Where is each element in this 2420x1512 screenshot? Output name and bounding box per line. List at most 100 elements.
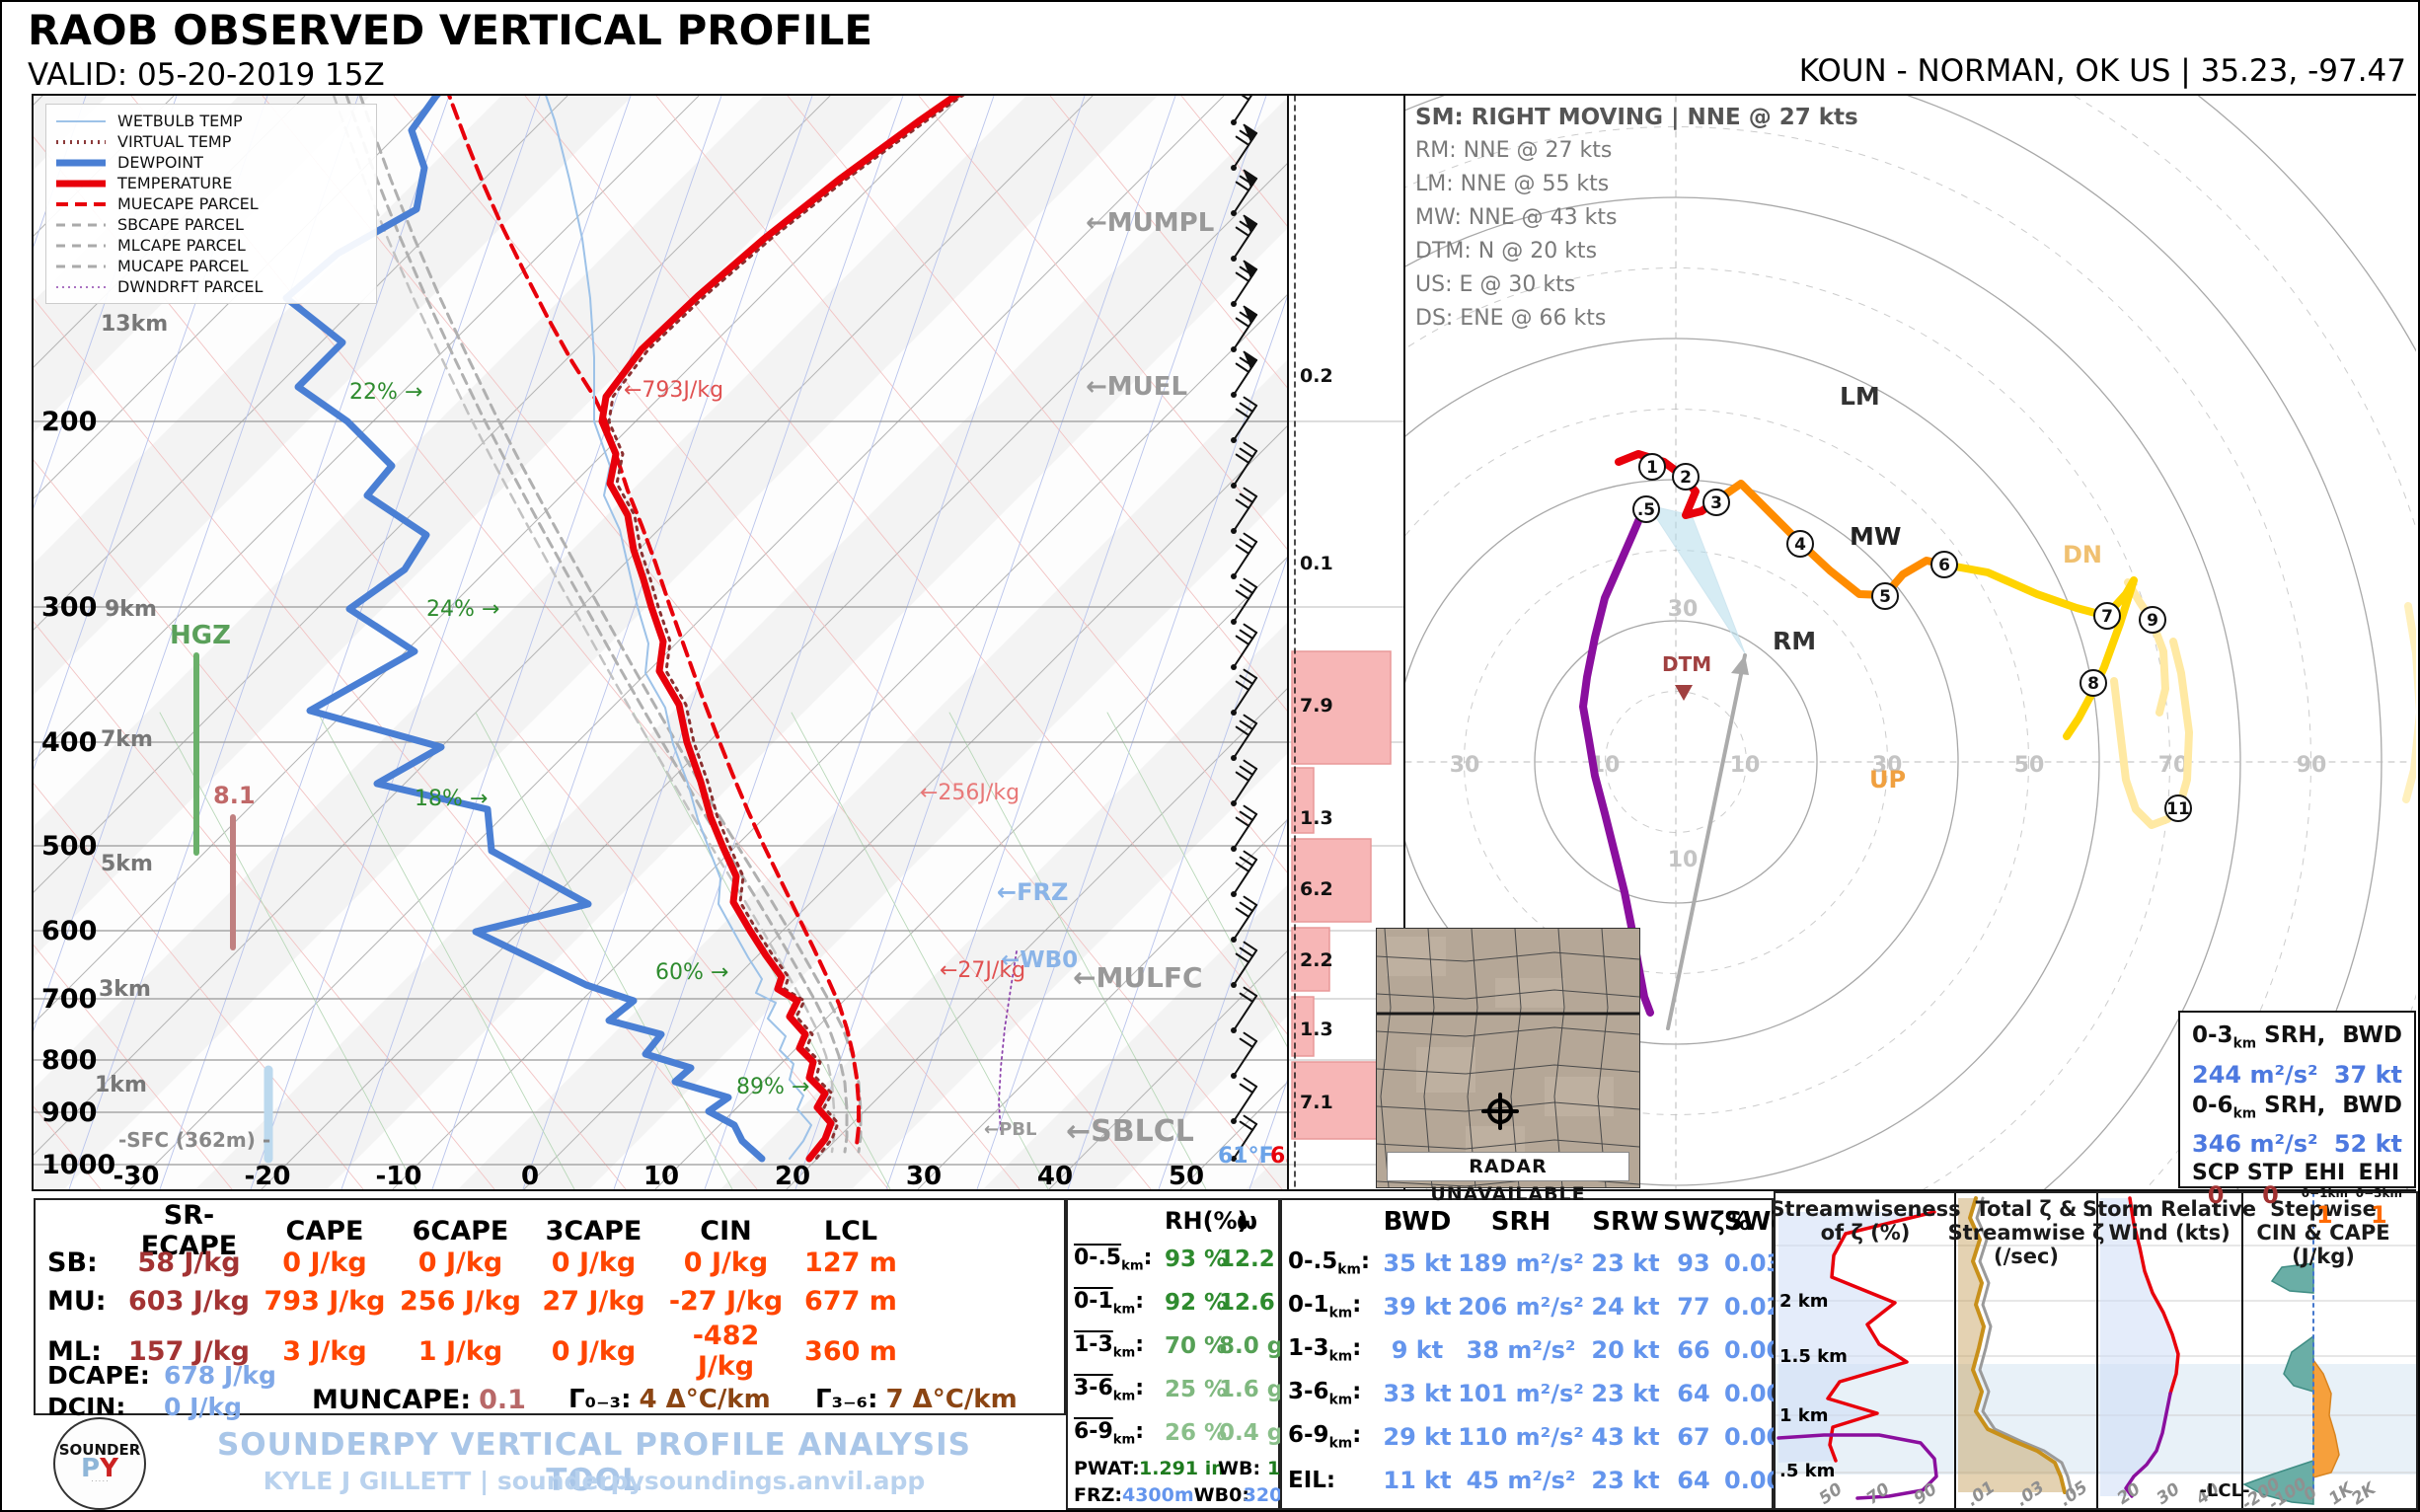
legend-item: MLCAPE PARCEL: [54, 235, 368, 256]
barb-tick: [1235, 362, 1250, 373]
barb-tick: [1235, 680, 1250, 691]
barb-tick: [1243, 895, 1258, 906]
height-marker-circle: [2139, 606, 2166, 634]
lapse-value-label: 7.9: [1300, 695, 1333, 717]
pressure-tick-label: 700: [41, 984, 97, 1015]
parcel-value: 1 J/kg: [417, 1335, 503, 1367]
srh-0-3-values: 244 m²/s² 37 kt: [2192, 1060, 2402, 1089]
skewt-annotation: HGZ: [170, 621, 231, 650]
barb-tick: [1243, 441, 1258, 452]
hodo-trace-3-6km: [1940, 561, 2138, 740]
skew-t-legend: WETBULB TEMP VIRTUAL TEMP DEWPOINT TEMPERAT…: [45, 104, 377, 304]
barb-tick: [1243, 941, 1258, 951]
moisture-row: 3-6km: 25 % 1.6 g/kg: [1074, 1375, 1323, 1404]
mini-profile-panels: Streamwiseness of ζ (%) Total ζ & Streamwis…: [1774, 1191, 2418, 1510]
barb-tick: [1239, 719, 1254, 730]
wetbulb-curve: [545, 96, 812, 1160]
wind-barb: [1231, 487, 1258, 534]
skewt-annotation: ←256J/kg: [920, 781, 1020, 805]
wind-barb: [1231, 714, 1258, 761]
lapse-value-label: 6.2: [1300, 878, 1333, 900]
legend-label: SBCAPE PARCEL: [117, 215, 244, 234]
height-marker-number: 2: [1680, 468, 1692, 488]
stepwise-cin-shape: [2242, 1459, 2314, 1505]
barb-tick: [1243, 759, 1258, 770]
streamwiseness-fill: [1778, 1212, 1934, 1463]
dry-adiabat-line: [34, 783, 364, 1189]
moisture-table: RH(%) ω 0-.5km: 93 % 12.2 g/kg 0-1km: 92 % 12.6…: [1066, 1198, 1338, 1510]
lapse-value-label: 7.1: [1300, 1092, 1333, 1113]
skewt-annotation: ←MUMPL: [1086, 208, 1214, 238]
barb-tick: [1235, 453, 1250, 464]
height-marker: .5: [1632, 495, 1660, 523]
motion-label: RM: [1773, 627, 1816, 655]
legend-label: VIRTUAL TEMP: [117, 132, 232, 151]
mixing-ratio-line: [68, 96, 450, 1189]
parcel-value: 793 J/kg: [264, 1286, 386, 1317]
pressure-tick-label: 400: [41, 727, 97, 758]
wind-barb: [1231, 623, 1258, 670]
mini-panel-title: Storm Relative: [2082, 1197, 2256, 1221]
wind-barb: [1231, 96, 1252, 125]
barb-tick: [1243, 714, 1258, 724]
storm-motion-arrow: [1666, 653, 1747, 1030]
barb-tick: [1243, 577, 1258, 588]
legend-item: MUCAPE PARCEL: [54, 256, 368, 276]
temperature-tick-label: 0: [521, 1162, 539, 1189]
pressure-tick-label: 900: [41, 1097, 97, 1128]
mucape-parcel-curve: [332, 96, 836, 1154]
barb-tick: [1235, 635, 1250, 645]
pressure-tick-label: 600: [41, 916, 97, 946]
mixing-ratio-line: [976, 295, 1287, 1189]
mixing-ratio-line: [159, 96, 541, 1189]
skewt-annotation: ←SBLCL: [1066, 1114, 1194, 1149]
srh-0-6-label: 0-6km SRH, BWD: [2192, 1092, 2402, 1122]
barb-tick: [1239, 629, 1254, 640]
ring-label: 90: [2297, 753, 2327, 778]
srw-fill: [2100, 1198, 2178, 1496]
mini-panel-title: Streamwise ζ: [1948, 1221, 2105, 1245]
barb-tick: [1243, 850, 1258, 861]
wind-barb: [1231, 895, 1258, 943]
hodo-trace-1-3km: [1711, 480, 1948, 599]
ring-label: 30: [1872, 753, 1903, 778]
parcel-row: SB: 58 J/kg 0 J/kg 0 J/kg 0 J/kg 0 J/kg 127 m: [36, 1244, 1064, 1282]
barb-tick: [1243, 1031, 1258, 1042]
isotherm-band: [983, 885, 1287, 1189]
skewt-annotation: ←27J/kg: [940, 958, 1025, 983]
isotherm-band: [34, 96, 1158, 1189]
mini-height-label: .5 km: [1779, 1461, 1835, 1481]
height-marker-number: 6: [1938, 556, 1950, 575]
ring-label: 10: [1668, 848, 1699, 872]
motion-label: LM: [1840, 382, 1880, 411]
wind-barb: [1231, 759, 1258, 806]
pressure-tick-label: 1000: [41, 1150, 115, 1180]
pressure-tick-label: 300: [41, 592, 97, 623]
mini-panel-title: Streamwiseness: [1776, 1197, 1961, 1221]
mini-panel-title: (J/kg): [2292, 1245, 2355, 1268]
height-marker-number: .5: [1637, 500, 1655, 520]
barb-tick: [1235, 317, 1250, 328]
isotherm-line: [34, 96, 1094, 1156]
column-header: SR-ECAPE: [140, 1200, 238, 1261]
valid-time: VALID: 05-20-2019 15Z: [28, 57, 385, 93]
dry-adiabat-line: [34, 621, 495, 1189]
shear-helicity-table: BWD SRH SRW SWζ% SWζ 0-.5km: 35 kt 189 m²/s² 23 …: [1280, 1198, 1799, 1510]
dry-adiabat-line: [34, 944, 233, 1189]
height-marker: 6: [1930, 551, 1958, 578]
ring-label: 50: [2014, 753, 2045, 778]
height-marker-circle: [1638, 453, 1666, 481]
barb-pennant: [1243, 124, 1257, 143]
barb-pennant: [1243, 351, 1257, 370]
barb-tick: [1235, 544, 1250, 555]
dry-adiabat-line: [787, 96, 1287, 712]
skewt-annotation: 60% →: [655, 960, 728, 985]
lcl-marker-label: -LCL-: [2199, 1480, 2249, 1501]
height-marker-number: 7: [2101, 607, 2113, 627]
srh-0-3-label: 0-3km SRH, BWD: [2192, 1022, 2402, 1052]
station-info: KOUN - NORMAN, OK US | 35.23, -97.47: [1798, 53, 2406, 89]
parcel-value: -482 J/kg: [692, 1321, 760, 1382]
barb-tick: [1239, 765, 1254, 776]
